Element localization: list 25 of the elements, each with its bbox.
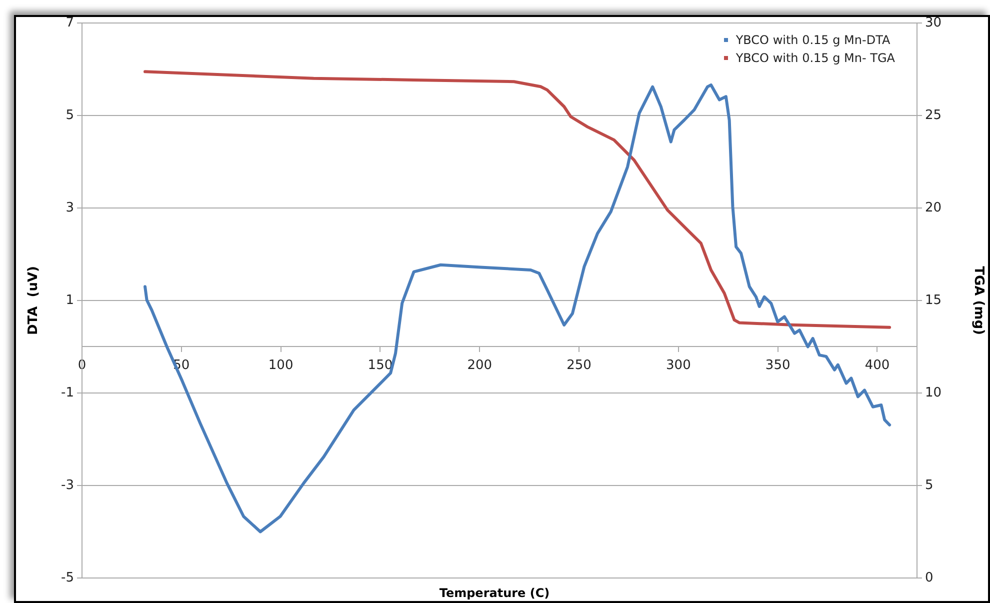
y2-tick-label: 0 <box>925 570 934 586</box>
x-tick-label: 350 <box>765 358 790 373</box>
y-tick-label: 3 <box>66 200 74 216</box>
y-tick-label: 1 <box>66 292 74 308</box>
x-tick-label: 300 <box>666 358 691 373</box>
legend-label: YBCO with 0.15 g Mn- TGA <box>736 51 895 65</box>
x-axis-title: Temperature (C) <box>439 586 550 600</box>
legend-label: YBCO with 0.15 g Mn-DTA <box>736 33 890 47</box>
y2-tick-label: 25 <box>925 108 942 123</box>
y-axis-title: DTA (uV) <box>26 266 42 335</box>
y-tick-label: -5 <box>61 570 74 586</box>
y-tick-label: 7 <box>66 15 74 30</box>
y2-tick-label: 30 <box>925 15 942 30</box>
y2-tick-label: 10 <box>925 385 942 400</box>
x-tick-label: 100 <box>268 358 294 373</box>
x-tick-label: 200 <box>467 358 492 373</box>
x-tick-label: 400 <box>864 358 890 373</box>
y2-tick-label: 20 <box>925 200 942 216</box>
x-tick-label: 250 <box>566 358 592 373</box>
y2-tick-label: 15 <box>925 292 942 308</box>
y2-axis-title: TGA (mg) <box>970 266 986 335</box>
y-tick-label: 5 <box>66 108 74 123</box>
y2-tick-label: 5 <box>925 478 934 493</box>
y-tick-label: -1 <box>61 385 74 400</box>
y-tick-label: -3 <box>61 478 74 493</box>
